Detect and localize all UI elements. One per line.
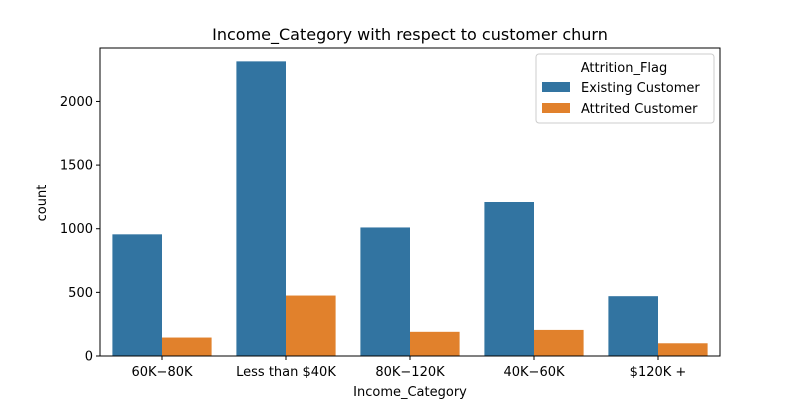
bar-attrited-customer-1 xyxy=(286,295,336,356)
bar-attrited-customer-4 xyxy=(658,343,708,356)
x-tick-label-1: Less than $40K xyxy=(236,365,336,380)
chart-title: Income_Category with respect to customer… xyxy=(212,25,608,45)
x-tick-label-3: 40K−60K xyxy=(503,365,565,380)
x-axis-label: Income_Category xyxy=(353,385,467,400)
legend-label-0: Existing Customer xyxy=(581,81,700,96)
legend-label-1: Attrited Customer xyxy=(581,102,698,117)
y-tick-label-0: 0 xyxy=(85,350,93,365)
legend-swatch-1 xyxy=(542,103,570,113)
bar-existing-customer-4 xyxy=(608,296,658,356)
legend-frame xyxy=(535,53,715,124)
legend-swatch-0 xyxy=(542,82,570,92)
x-tick-label-2: 80K−120K xyxy=(375,365,445,380)
y-tick-label-3: 1500 xyxy=(60,159,93,174)
x-tick-label-0: 60K−80K xyxy=(131,365,193,380)
x-tick-label-4: $120K + xyxy=(630,365,687,380)
legend-entries: Existing Customer Attrited Customer xyxy=(542,81,700,117)
bar-existing-customer-2 xyxy=(360,227,410,356)
plot-area: 0 500 1000 1500 2000 60K−80K Less than $40K 80K… xyxy=(60,47,721,380)
y-tick-label-4: 2000 xyxy=(60,95,93,110)
y-tick-label-2: 1000 xyxy=(60,222,93,237)
bar-existing-customer-3 xyxy=(484,202,534,356)
bar-attrited-customer-0 xyxy=(162,337,212,356)
bar-existing-customer-1 xyxy=(236,61,286,356)
legend: Attrition_Flag Existing Customer Attrited… xyxy=(535,53,715,124)
legend-title: Attrition_Flag xyxy=(581,61,668,76)
y-tick-label-1: 500 xyxy=(68,286,93,301)
y-axis-label: count xyxy=(35,185,50,222)
bar-existing-customer-0 xyxy=(112,234,162,356)
bar-attrited-customer-3 xyxy=(534,329,584,356)
bar-attrited-customer-2 xyxy=(410,331,460,356)
